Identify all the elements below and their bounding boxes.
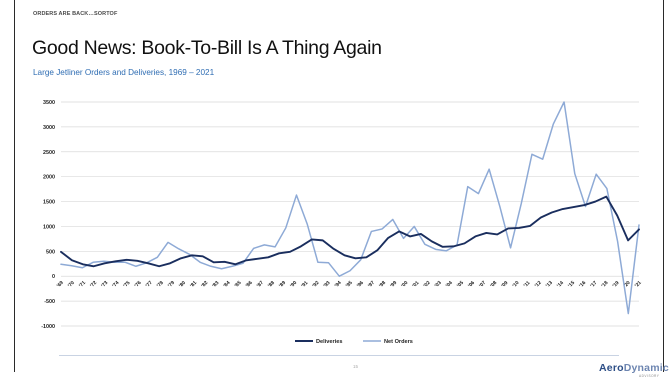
slide: ORDERS ARE BACK…SORTOF Good News: Book-T… (14, 0, 669, 378)
x-tick-label: '83 (211, 280, 220, 289)
x-tick-label: '93 (323, 280, 332, 289)
x-tick-label: '21 (634, 280, 643, 289)
y-tick-label: 3000 (43, 125, 55, 131)
slide-subtitle: Large Jetliner Orders and Deliveries, 19… (33, 68, 215, 77)
x-tick-label: '88 (267, 280, 276, 289)
x-tick-label: '91 (300, 280, 309, 289)
x-tick-label: '82 (200, 280, 209, 289)
x-tick-label: '13 (545, 280, 554, 289)
x-tick-label: '96 (356, 280, 365, 289)
x-tick-label: '00 (400, 280, 409, 289)
x-tick-label: '69 (56, 280, 65, 289)
x-tick-label: '14 (556, 280, 565, 289)
x-tick-label: '86 (245, 280, 254, 289)
x-tick-label: '11 (523, 280, 532, 289)
x-tick-label: '95 (345, 280, 354, 289)
y-tick-label: 500 (46, 249, 55, 255)
y-tick-label: 1000 (43, 224, 55, 230)
x-tick-label: '80 (178, 280, 187, 289)
x-tick-label: '78 (156, 280, 165, 289)
x-tick-label: '98 (378, 280, 387, 289)
y-tick-label: -1000 (41, 324, 55, 330)
net-orders-line (60, 101, 640, 315)
x-tick-label: '76 (134, 280, 143, 289)
x-tick-label: '01 (411, 280, 420, 289)
x-tick-label: '16 (578, 280, 587, 289)
x-tick-label: '05 (456, 280, 465, 289)
x-tick-label: '84 (223, 280, 232, 289)
aerodynamic-logo: AeroDynamic (599, 362, 669, 374)
x-tick-label: '72 (89, 280, 98, 289)
y-tick-label: 2000 (43, 175, 55, 181)
x-tick-label: '87 (256, 280, 265, 289)
x-tick-label: '90 (289, 280, 298, 289)
x-tick-label: '07 (478, 280, 487, 289)
x-tick-label: '81 (189, 280, 198, 289)
y-tick-label: 3500 (43, 100, 55, 106)
x-tick-label: '12 (534, 280, 543, 289)
x-tick-label: '10 (512, 280, 521, 289)
footer-divider (59, 355, 619, 356)
x-tick-label: '74 (111, 280, 120, 289)
slide-title: Good News: Book-To-Bill Is A Thing Again (32, 37, 382, 59)
x-tick-label: '04 (445, 280, 454, 289)
y-tick-label: 1500 (43, 200, 55, 206)
x-tick-label: '89 (278, 280, 287, 289)
x-tick-label: '15 (567, 280, 576, 289)
x-tick-label: '79 (167, 280, 176, 289)
x-tick-label: '73 (100, 280, 109, 289)
legend-deliveries-label: Deliveries (316, 339, 342, 345)
x-tick-label: '70 (67, 280, 76, 289)
y-tick-label: 2500 (43, 150, 55, 156)
x-tick-label: '94 (334, 280, 343, 289)
legend-net-orders-label: Net Orders (384, 339, 413, 345)
x-tick-label: '08 (489, 280, 498, 289)
logo-subtitle: ADVISORY (639, 374, 660, 378)
deliveries-line (60, 195, 640, 268)
x-tick-label: '19 (612, 280, 621, 289)
x-tick-label: '20 (623, 280, 632, 289)
page-number: 15 (353, 364, 359, 369)
x-tick-label: '03 (434, 280, 443, 289)
x-tick-label: '92 (311, 280, 320, 289)
y-tick-label: 0 (52, 274, 55, 280)
x-tick-label: '77 (145, 280, 154, 289)
x-tick-label: '85 (234, 280, 243, 289)
x-tick-label: '02 (423, 280, 432, 289)
x-tick-label: '71 (78, 280, 87, 289)
x-tick-label: '75 (122, 280, 131, 289)
y-tick-label: -500 (44, 299, 55, 305)
x-tick-label: '97 (367, 280, 376, 289)
orders-deliveries-chart: -1000 -500 0 500 1000 1500 2000 2500 3000 3500 '69… (41, 100, 643, 345)
x-tick-label: '09 (500, 280, 509, 289)
x-tick-label: '99 (389, 280, 398, 289)
x-tick-label: '06 (467, 280, 476, 289)
section-kicker: ORDERS ARE BACK…SORTOF (33, 11, 118, 17)
x-tick-label: '18 (600, 280, 609, 289)
x-tick-label: '17 (589, 280, 598, 289)
